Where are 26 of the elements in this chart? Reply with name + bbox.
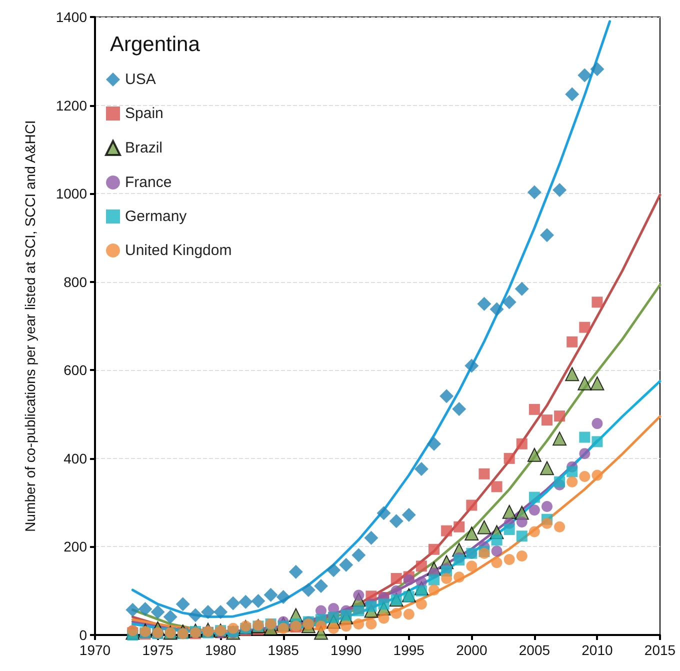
x-tick-label: 1995: [393, 642, 425, 658]
x-tick-label: 1970: [79, 642, 111, 658]
legend-label: USA: [125, 71, 156, 88]
legend-label: United Kingdom: [125, 242, 232, 259]
x-tick-label: 1990: [330, 642, 362, 658]
y-tick-label: 1000: [56, 186, 88, 202]
text: Argentina: [110, 33, 200, 56]
y-tick-label: 1400: [56, 9, 88, 25]
y-tick-label: 200: [64, 538, 88, 555]
x-tick-label: 2005: [518, 642, 550, 658]
y-tick-label: 1200: [56, 97, 88, 114]
legend-label: Spain: [125, 105, 164, 122]
x-tick-label: 2010: [582, 642, 614, 658]
legend-label: Germany: [125, 208, 188, 225]
y-tick-label: 400: [64, 450, 88, 466]
x-tick-label: 1975: [142, 642, 174, 658]
y-tick-label: 0: [79, 627, 88, 643]
x-tick-label: 2015: [644, 642, 676, 658]
y-tick-label: 800: [64, 274, 88, 290]
x-tick-label: 1985: [268, 642, 300, 658]
y-tick-label: 600: [64, 362, 88, 378]
y-axis-title: Number of co-publications per year listed at SCI, SCCI and A&HCI: [22, 120, 38, 532]
x-tick-label: 2000: [456, 642, 488, 658]
legend-label: France: [125, 174, 172, 191]
legend-label: Brazil: [125, 140, 163, 156]
x-tick-label: 1980: [204, 642, 236, 658]
